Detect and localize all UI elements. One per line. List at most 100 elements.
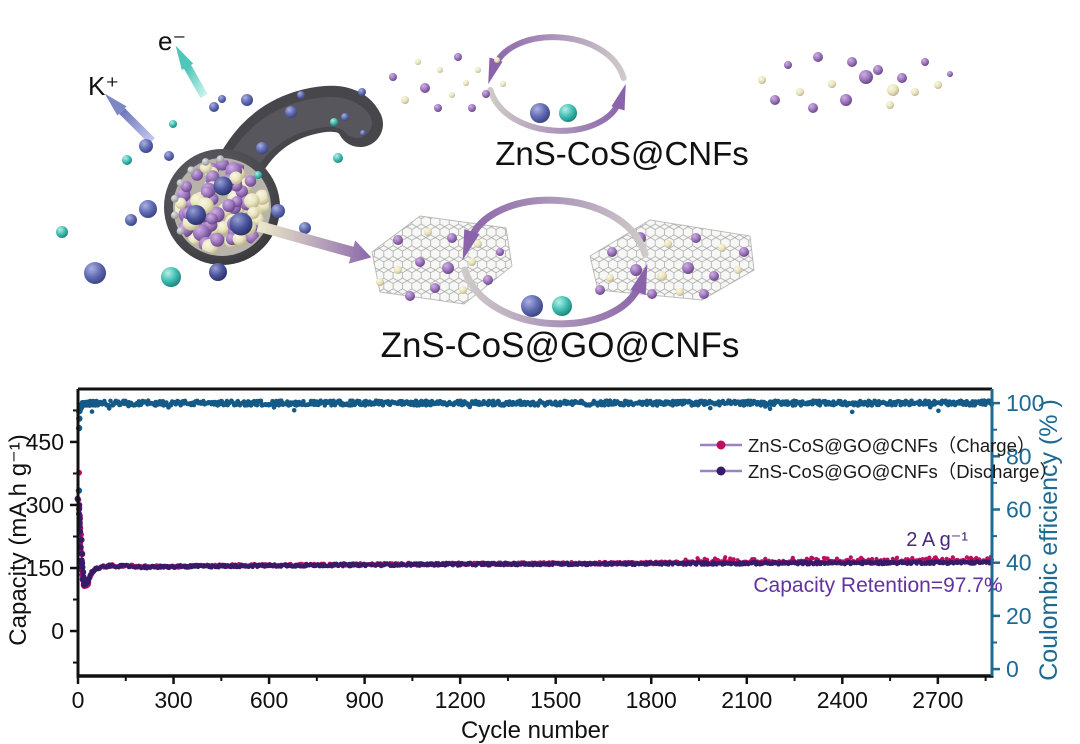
- sphere: [401, 96, 409, 104]
- sphere: [244, 193, 260, 209]
- sphere: [699, 289, 709, 299]
- sphere: [330, 118, 338, 126]
- zoom-out-arrow: [256, 220, 372, 264]
- gradient-arrow: [256, 220, 372, 264]
- sphere: [206, 213, 218, 225]
- arrowhead: [175, 45, 194, 70]
- go-sheet-right-mesh: [590, 220, 754, 300]
- sphere: [630, 264, 642, 276]
- sphere: [186, 205, 206, 225]
- sphere: [170, 211, 179, 220]
- sphere: [474, 240, 482, 248]
- sphere: [606, 274, 614, 282]
- k-ion-arrow: [119, 108, 155, 144]
- sphere: [299, 222, 311, 234]
- sphere: [521, 295, 543, 317]
- sphere: [595, 285, 605, 295]
- sphere: [424, 228, 432, 236]
- go-cnfs-cycle-diagram: [461, 196, 649, 328]
- sphere: [389, 73, 397, 81]
- x-axis-title: Cycle number: [461, 717, 609, 744]
- sphere: [483, 275, 493, 285]
- x-tick-label: 1200: [435, 687, 486, 713]
- sphere: [459, 286, 467, 294]
- sphere: [897, 73, 907, 83]
- cycle-arrow-top: [465, 196, 649, 258]
- sphere: [201, 158, 210, 166]
- arrowhead: [488, 57, 503, 85]
- sphere: [415, 257, 425, 267]
- sphere: [122, 155, 132, 165]
- mechanism-schematic: K⁺ e⁻ ZnS-CoS@CNFs ZnS-CoS@GO@CNFs: [56, 26, 953, 365]
- x-tick-label: 300: [154, 687, 192, 713]
- x-tick-label: 1500: [530, 687, 581, 713]
- sphere: [739, 247, 749, 257]
- sphere: [840, 94, 852, 106]
- y-right-axis-title: Coulombic efficiency (% ): [1035, 399, 1063, 681]
- sphere: [254, 171, 262, 179]
- y-left-tick-label: 150: [26, 555, 64, 581]
- sphere: [430, 283, 440, 293]
- x-tick-label: 2100: [721, 687, 772, 713]
- go-sheet-left-mesh: [372, 216, 512, 304]
- sphere: [691, 233, 701, 243]
- sphere: [496, 248, 504, 256]
- series-charge-points: [75, 469, 995, 589]
- sphere: [241, 94, 253, 106]
- sphere: [393, 235, 403, 245]
- series-discharge-points: [74, 495, 994, 588]
- series-coulombic_efficiency-points: [75, 398, 994, 494]
- sphere: [530, 103, 550, 123]
- sphere: [657, 271, 667, 281]
- sphere: [271, 204, 285, 218]
- sphere: [229, 171, 243, 185]
- sphere: [247, 206, 260, 220]
- x-tick-label: 900: [345, 687, 383, 713]
- sphere: [213, 176, 233, 196]
- sphere: [232, 231, 247, 246]
- sphere: [475, 67, 481, 73]
- electron-arrow: [182, 62, 208, 98]
- sphere: [56, 226, 68, 238]
- go-sheets: [371, 215, 755, 305]
- sphere: [758, 76, 766, 84]
- y-left-tick-label: 450: [26, 429, 64, 455]
- sphere: [333, 153, 343, 163]
- cycling-performance-chart: 0 300 600 900 1200 1500 1800 2100 2400 2700015030…: [5, 387, 1063, 744]
- k-ion-label: K⁺: [88, 71, 119, 101]
- sphere: [607, 247, 617, 257]
- y-right-tick-label: 0: [1006, 656, 1019, 682]
- sphere: [216, 155, 225, 163]
- y-left-tick-label: 0: [51, 618, 64, 644]
- cnfs-cycle-caption: ZnS-CoS@CNFs: [495, 135, 749, 172]
- sphere: [217, 221, 231, 235]
- sphere: [434, 104, 442, 112]
- legend-label-charge: ZnS-CoS@GO@CNFs（Charge）: [748, 435, 1035, 456]
- sphere: [718, 244, 726, 252]
- legend-label-discharge: ZnS-CoS@GO@CNFs（Discharge）: [748, 461, 1058, 482]
- sphere: [169, 120, 177, 128]
- sphere: [454, 53, 462, 61]
- y-right-tick-label: 40: [1006, 550, 1032, 576]
- sphere: [784, 61, 792, 69]
- sphere: [494, 57, 500, 63]
- sphere: [482, 90, 490, 98]
- sphere: [463, 80, 469, 86]
- cycle-arrow-bottom: [461, 266, 645, 328]
- axis-ticks: 0 300 600 900 1200 1500 1800 2100 2400 2700015030…: [26, 390, 1045, 713]
- x-tick-label: 2700: [912, 687, 963, 713]
- y-right-tick-label: 80: [1006, 443, 1032, 469]
- sphere: [449, 92, 455, 98]
- sphere: [468, 258, 476, 266]
- sphere: [447, 233, 457, 243]
- sphere: [164, 151, 174, 161]
- sphere: [358, 88, 366, 96]
- sphere: [229, 212, 253, 236]
- sphere: [139, 139, 153, 153]
- sphere: [682, 262, 694, 274]
- cycle-arrow-top: [490, 34, 627, 81]
- ion-electron-arrows: K⁺ e⁻: [88, 26, 208, 144]
- sphere: [176, 179, 185, 187]
- capacity-retention-annotation: Capacity Retention=97.7%: [753, 574, 1002, 597]
